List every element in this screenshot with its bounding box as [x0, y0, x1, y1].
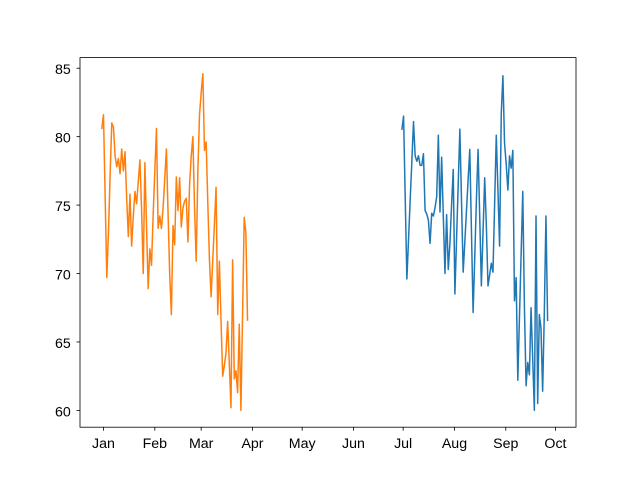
svg-text:60: 60 — [55, 404, 71, 420]
svg-text:Feb: Feb — [143, 436, 168, 452]
svg-text:85: 85 — [55, 62, 71, 78]
svg-text:Sep: Sep — [493, 436, 518, 452]
svg-text:Jan: Jan — [92, 436, 115, 452]
svg-text:Aug: Aug — [442, 436, 467, 452]
svg-text:Apr: Apr — [241, 436, 263, 452]
svg-text:Oct: Oct — [544, 436, 566, 452]
svg-text:70: 70 — [55, 268, 71, 284]
svg-text:May: May — [289, 436, 317, 452]
svg-text:75: 75 — [55, 199, 71, 215]
svg-text:65: 65 — [55, 336, 71, 352]
svg-text:Jun: Jun — [342, 436, 365, 452]
svg-text:Mar: Mar — [189, 436, 214, 452]
svg-text:Jul: Jul — [394, 436, 412, 452]
svg-text:80: 80 — [55, 131, 71, 147]
